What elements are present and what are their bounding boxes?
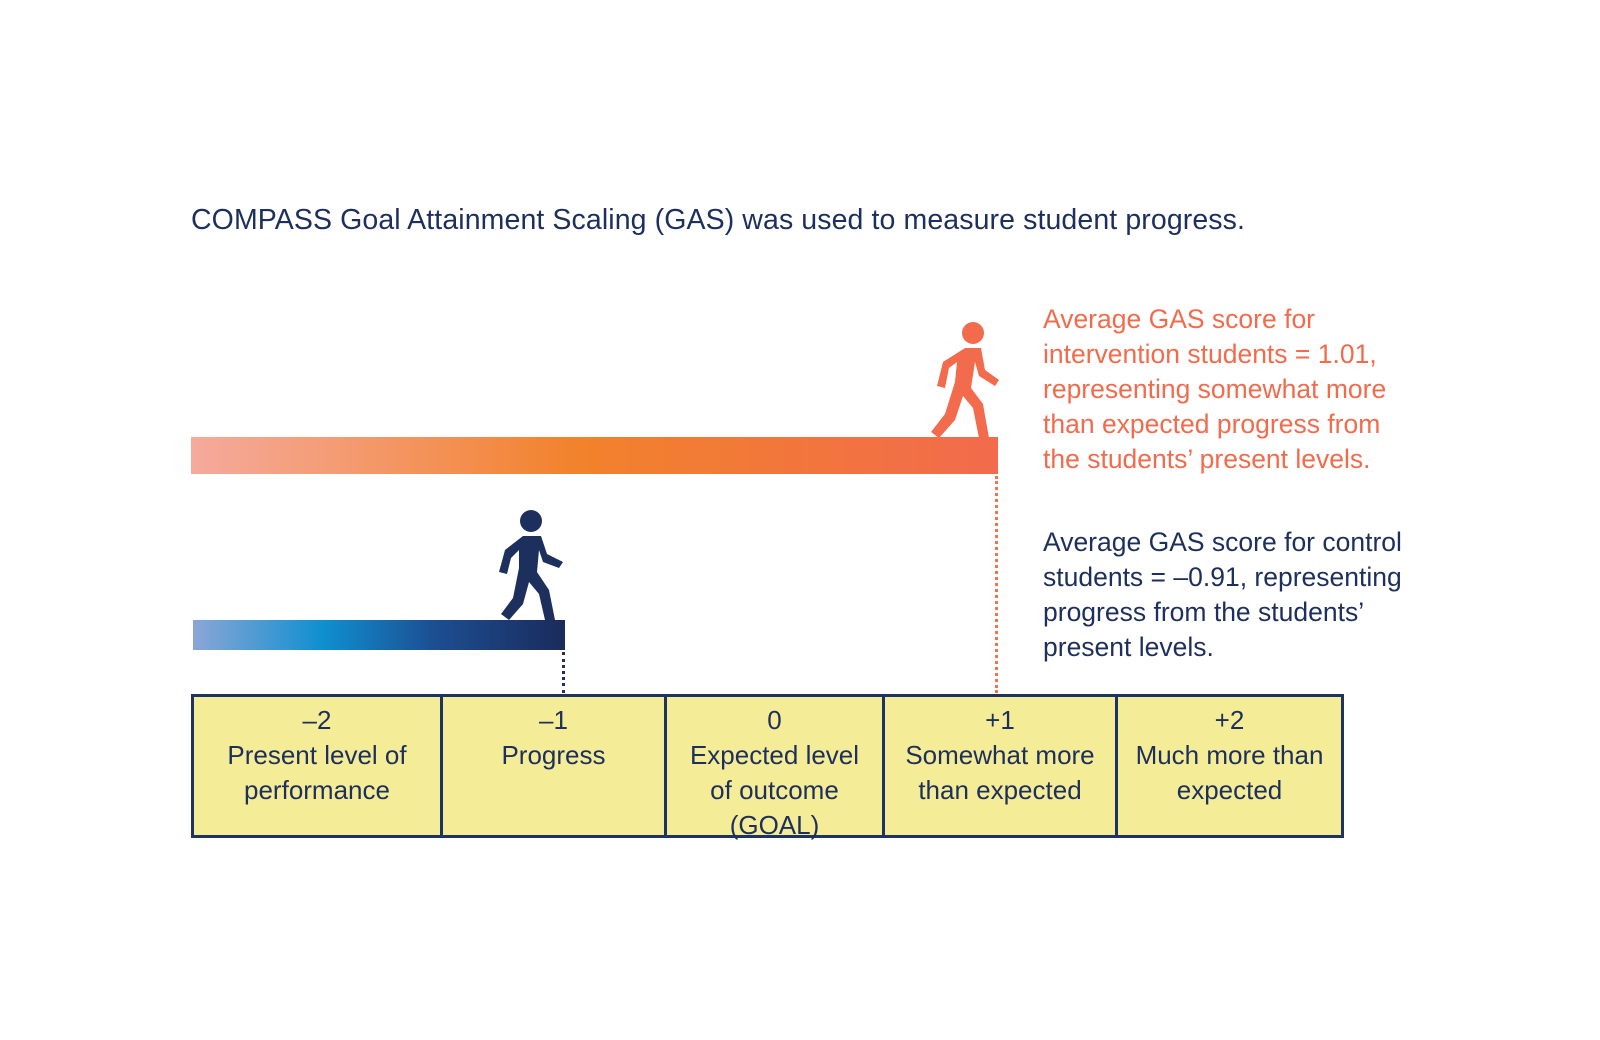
scale-label: Expected level of outcome (GOAL) [689,740,860,840]
intervention-note-line: Average GAS score for [1043,304,1316,334]
intervention-note: Average GAS score for intervention stude… [1043,302,1386,477]
scale-cell-zero: 0 Expected level of outcome (GOAL) [667,697,885,840]
intervention-note-line: the students’ present levels. [1043,444,1371,474]
scale-label: Much more than expected [1135,740,1324,805]
scale-label: Progress [501,740,606,770]
scale-label: Present level of performance [227,740,407,805]
gas-scale-table: –2 Present level of performance –1 Progr… [191,694,1344,840]
intervention-progress-bar [191,437,998,474]
scale-score: 0 [767,705,782,735]
scale-score: +1 [985,705,1015,735]
scale-score: –1 [539,705,568,735]
control-note-line: Average GAS score for control [1043,527,1402,557]
page-title: COMPASS Goal Attainment Scaling (GAS) wa… [191,204,1246,236]
walking-person-icon-intervention [931,322,999,438]
scale-cell-minus-2: –2 Present level of performance [194,697,443,835]
intervention-note-line: intervention students = 1.01, [1043,339,1377,369]
intervention-note-line: than expected progress from [1043,409,1381,439]
scale-cell-minus-1: –1 Progress [443,697,667,835]
intervention-note-line: representing somewhat more [1043,374,1387,404]
intervention-marker-line [995,476,998,693]
scale-score: –2 [302,705,332,735]
scale-cell-plus-2: +2 Much more than expected [1118,697,1341,835]
control-note-line: progress from the students’ [1043,597,1365,627]
scale-label: Somewhat more than expected [905,740,1095,805]
scale-cell-plus-1: +1 Somewhat more than expected [885,697,1118,835]
scale-score: +2 [1214,705,1245,735]
control-marker-line [562,652,565,693]
control-note: Average GAS score for control students =… [1043,525,1402,665]
control-progress-bar [193,620,565,650]
walking-person-icon-control [499,510,563,620]
control-note-line: students = –0.91, representing [1043,562,1402,592]
control-note-line: present levels. [1043,632,1214,662]
